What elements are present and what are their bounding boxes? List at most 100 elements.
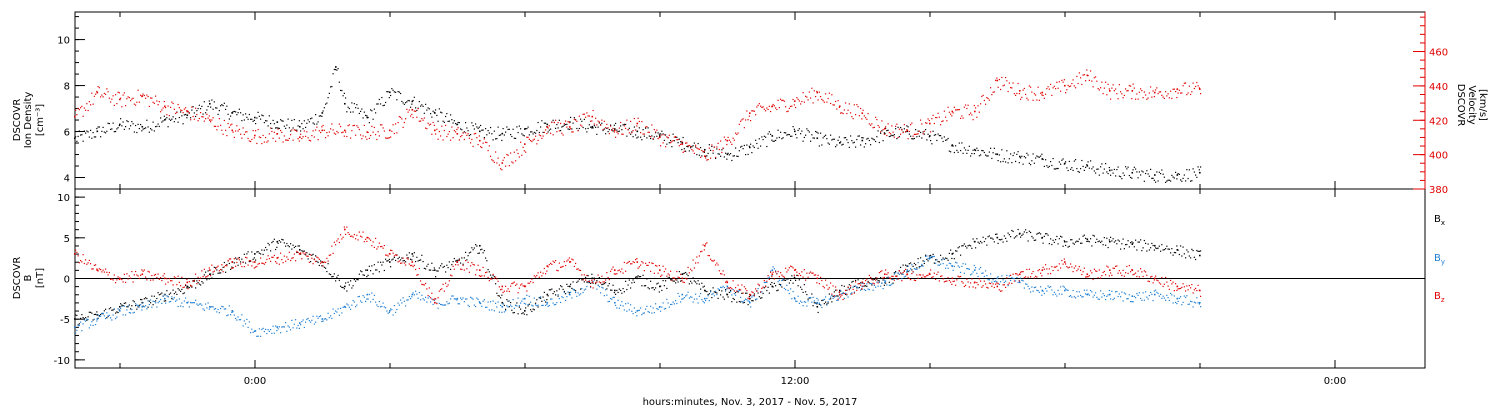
bx-sample — [111, 309, 113, 311]
by-sample — [200, 303, 202, 305]
by-sample — [781, 279, 783, 282]
velocity-sample — [1107, 83, 1109, 85]
velocity-sample — [882, 129, 884, 131]
velocity-sample — [1081, 83, 1083, 86]
ion-density-sample — [851, 139, 853, 142]
bx-sample — [1012, 230, 1014, 233]
bx-sample — [486, 260, 488, 262]
ion-density-sample — [613, 124, 615, 126]
bz-sample — [823, 287, 825, 289]
bz-sample — [640, 264, 642, 266]
bx-sample — [1162, 249, 1164, 251]
ion-density-point — [974, 148, 976, 151]
bz-sample — [331, 245, 333, 247]
velocity-sample — [595, 117, 597, 119]
by-sample — [972, 271, 974, 273]
ion-density-sample — [111, 128, 113, 130]
bx-sample — [803, 284, 805, 286]
bx-sample — [591, 273, 593, 275]
ion-density-sample — [330, 86, 332, 88]
bz-sample — [372, 241, 374, 243]
bx-sample — [566, 283, 568, 285]
bz-sample — [653, 272, 655, 274]
ion-density-sample — [530, 131, 532, 133]
bx-sample — [356, 278, 358, 281]
bz-sample — [291, 257, 293, 259]
velocity-sample — [872, 127, 874, 129]
bx-sample — [301, 250, 303, 252]
ion-density-sample — [517, 131, 519, 134]
bz-sample — [220, 268, 222, 271]
by-sample — [1001, 275, 1003, 277]
bz-sample — [588, 280, 590, 282]
velocity-sample — [836, 108, 838, 110]
bx-sample — [702, 286, 704, 288]
bz-sample — [167, 281, 169, 283]
ion-density-sample — [458, 122, 460, 124]
ion-density-sample — [1152, 177, 1154, 179]
velocity-sample — [218, 118, 220, 120]
velocity-sample — [478, 135, 480, 137]
ion-density-sample — [715, 157, 717, 160]
bx-sample — [836, 295, 838, 297]
bz-sample — [216, 266, 218, 268]
bx-sample — [817, 311, 819, 314]
bx-sample — [453, 257, 455, 260]
by-sample — [213, 308, 215, 310]
bz-sample — [828, 287, 830, 289]
by-sample — [1041, 294, 1043, 296]
velocity-sample — [317, 139, 319, 141]
bz-sample — [1113, 267, 1115, 269]
bx-sample — [1038, 232, 1040, 234]
bx-sample — [657, 282, 659, 284]
bx-sample — [427, 263, 429, 265]
bz-sample — [723, 274, 725, 276]
ion-density-sample — [467, 130, 469, 132]
by-sample — [635, 311, 637, 313]
bx-sample — [1075, 241, 1077, 243]
bx-sample — [435, 276, 437, 278]
by-point — [456, 297, 459, 300]
ion-density-sample — [250, 118, 252, 120]
by-sample — [230, 314, 232, 316]
bz-sample — [288, 251, 290, 253]
bz-sample — [1137, 270, 1139, 272]
bz-sample — [652, 262, 654, 265]
velocity-sample — [1050, 83, 1052, 86]
bx-sample — [1111, 240, 1113, 242]
by-sample — [383, 306, 385, 308]
ion-density-sample — [976, 147, 978, 149]
ion-density-sample — [276, 127, 278, 129]
velocity-sample — [708, 147, 710, 149]
bz-sample — [357, 239, 359, 241]
bx-sample — [447, 266, 449, 269]
ion-density-sample — [582, 126, 584, 129]
bz-sample — [1130, 271, 1132, 273]
velocity-sample — [1057, 87, 1059, 89]
velocity-sample — [200, 112, 202, 114]
bx-sample — [268, 244, 270, 246]
by-sample — [203, 309, 205, 311]
velocity-sample — [1082, 74, 1084, 76]
bz-sample — [972, 286, 974, 288]
velocity-sample — [582, 113, 584, 115]
ion-density-sample — [723, 156, 725, 158]
ion-density-sample — [642, 129, 644, 131]
by-sample — [193, 302, 195, 304]
bz-sample — [237, 257, 239, 259]
by-sample — [553, 304, 555, 306]
bx-sample — [777, 289, 779, 291]
ion-density-sample — [1016, 153, 1018, 156]
by-sample — [121, 305, 123, 308]
by-sample — [856, 286, 858, 288]
by-sample — [1002, 279, 1004, 281]
ion-density-sample — [82, 140, 84, 142]
by-sample — [811, 301, 813, 303]
ion-density-point — [1109, 169, 1111, 172]
ion-density-sample — [516, 126, 518, 128]
bz-sample — [1176, 289, 1178, 291]
velocity-sample — [1052, 87, 1054, 89]
velocity-sample — [408, 109, 410, 111]
by-sample — [205, 303, 207, 305]
by-sample — [270, 328, 272, 331]
